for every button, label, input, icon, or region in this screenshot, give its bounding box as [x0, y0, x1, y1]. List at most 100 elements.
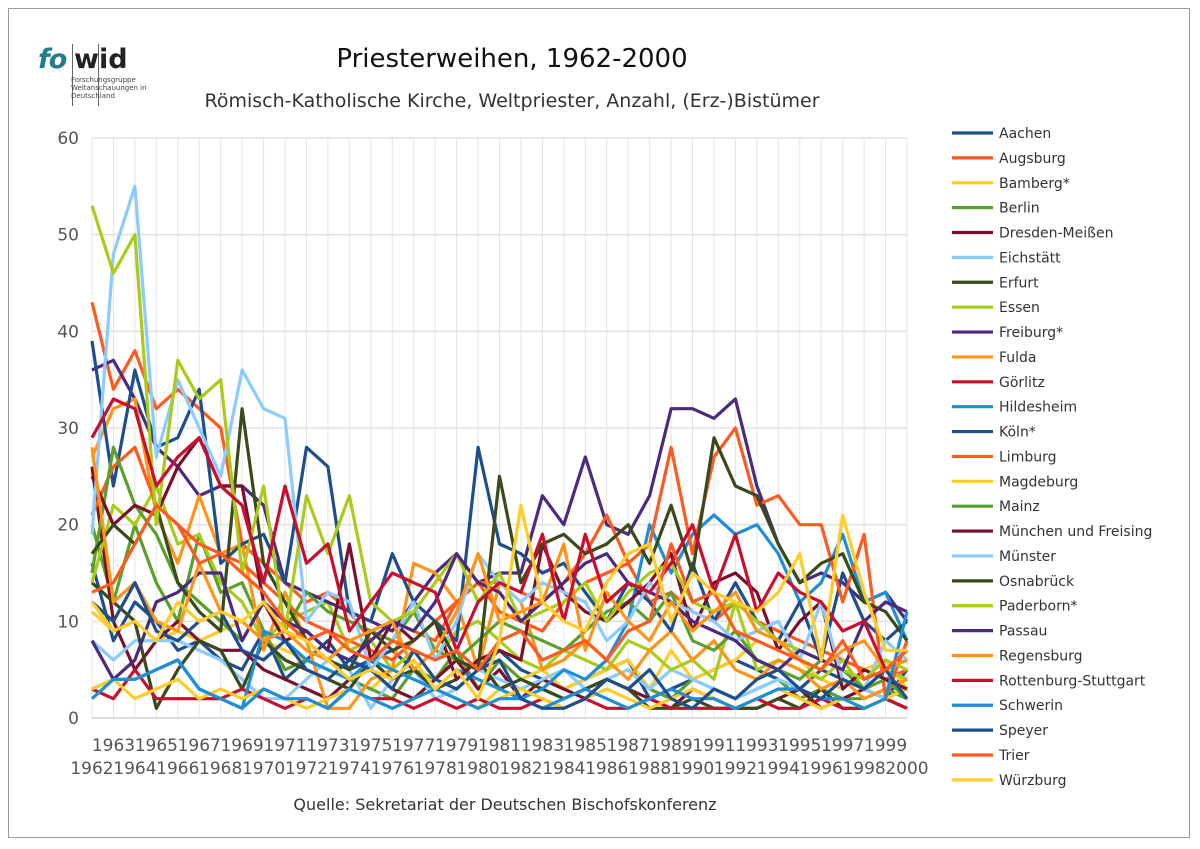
x-tick-label: 1997 — [821, 736, 864, 756]
legend-label: Freiburg* — [999, 325, 1063, 341]
y-tick-label: 40 — [57, 322, 79, 342]
x-tick-label: 1967 — [178, 736, 221, 756]
legend-label: Trier — [998, 748, 1030, 764]
y-tick-label: 50 — [57, 226, 79, 246]
series-lines — [90, 184, 909, 710]
chart-frame — [8, 8, 1190, 838]
chart-title: Priesterweihen, 1962-2000 — [336, 44, 688, 74]
legend-label: Magdeburg — [999, 474, 1078, 490]
legend-label: Berlin — [999, 201, 1040, 217]
legend-label: Bamberg* — [999, 176, 1070, 192]
x-tick-label: 1990 — [671, 759, 714, 779]
x-tick-label: 1992 — [714, 759, 757, 779]
x-tick-label: 1988 — [628, 759, 671, 779]
legend-label: Augsburg — [999, 151, 1066, 167]
x-tick-label: 1985 — [564, 736, 607, 756]
x-tick-label: 1966 — [156, 759, 199, 779]
series-line-paderborn- — [90, 205, 908, 681]
series-line-speyer — [90, 581, 909, 710]
legend-label: Osnabrück — [999, 574, 1075, 590]
x-tick-label: 1982 — [499, 759, 542, 779]
logo-divider — [98, 44, 99, 106]
legend-label: Essen — [999, 300, 1040, 316]
series-line-m-nchen-und-freising — [90, 436, 908, 691]
legend-label: Passau — [999, 624, 1047, 640]
x-tick-label: 1991 — [692, 736, 735, 756]
x-tick-label: 1965 — [135, 736, 178, 756]
legend-item: Speyer — [952, 723, 1048, 739]
y-tick-label: 10 — [57, 612, 79, 632]
legend-label: Aachen — [999, 126, 1051, 142]
x-tick-label: 1994 — [757, 759, 800, 779]
x-tick-label: 1969 — [220, 736, 263, 756]
x-tick-label: 1986 — [585, 759, 628, 779]
legend-label: Schwerin — [999, 698, 1063, 714]
source-note: Quelle: Sekretariat der Deutschen Bischo… — [293, 795, 717, 814]
x-tick-label: 1973 — [306, 736, 349, 756]
legend-item: Fulda — [952, 350, 1037, 366]
legend-label: Fulda — [999, 350, 1037, 366]
series-line-passau — [90, 552, 908, 681]
x-tick-label: 1971 — [263, 736, 306, 756]
x-tick-label: 1989 — [649, 736, 692, 756]
legend-item: Berlin — [952, 201, 1040, 217]
legend-item: Eichstätt — [952, 250, 1061, 266]
legend-item: Würzburg — [952, 773, 1066, 789]
logo-divider — [72, 44, 73, 106]
legend-item: Limburg — [952, 449, 1056, 465]
y-tick-label: 30 — [57, 419, 79, 439]
legend-label: Paderborn* — [999, 599, 1077, 615]
legend-item: Mainz — [952, 499, 1040, 515]
legend-label: Köln* — [999, 425, 1036, 441]
legend-item: Augsburg — [952, 151, 1066, 167]
x-tick-label: 1999 — [864, 736, 907, 756]
x-tick-label: 1970 — [242, 759, 285, 779]
legend-item: Regensburg — [952, 648, 1083, 664]
legend-label: Speyer — [999, 723, 1048, 739]
logo-brand-b: wid — [74, 44, 128, 75]
x-tick-label: 1976 — [371, 759, 414, 779]
y-tick-label: 20 — [57, 516, 79, 536]
legend-item: Osnabrück — [952, 574, 1075, 590]
legend-label: Limburg — [999, 449, 1056, 465]
legend-item: Hildesheim — [952, 400, 1077, 416]
legend-label: Eichstätt — [999, 250, 1061, 266]
legend-label: München und Freising — [999, 524, 1152, 540]
logo-tagline: Forschungsgruppe Weltanschauungen in Deu… — [71, 76, 147, 100]
x-axis: 1962 1963 1964 1965 1966 1967 1968 1969 1970 1971… — [70, 736, 928, 779]
legend-label: Regensburg — [999, 648, 1083, 664]
legend-item: Magdeburg — [952, 474, 1078, 490]
legend-item: Paderborn* — [952, 599, 1077, 615]
legend-item: Freiburg* — [952, 325, 1063, 341]
legend-item: Passau — [952, 624, 1047, 640]
legend-label: Erfurt — [999, 275, 1039, 291]
series-line-rottenburg-stuttgart — [90, 397, 909, 672]
x-tick-label: 1974 — [328, 759, 371, 779]
x-tick-label: 1984 — [542, 759, 585, 779]
x-tick-label: 1979 — [435, 736, 478, 756]
x-tick-label: 1977 — [392, 736, 435, 756]
x-tick-label: 1981 — [478, 736, 521, 756]
legend-item: Köln* — [952, 425, 1036, 441]
x-tick-label: 1964 — [113, 759, 156, 779]
x-tick-label: 1975 — [349, 736, 392, 756]
legend-item: Münster — [952, 549, 1056, 565]
legend-label: Görlitz — [999, 375, 1045, 391]
fowid-logo: fo wid Forschungsgruppe Weltanschauungen… — [38, 44, 148, 108]
x-tick-label: 1995 — [778, 736, 821, 756]
legend: Aachen Augsburg Bamberg* Berlin Dresden-Meiß… — [952, 126, 1152, 789]
legend-label: Würzburg — [999, 773, 1066, 789]
legend-item: Aachen — [952, 126, 1051, 142]
x-tick-label: 1993 — [735, 736, 778, 756]
legend-label: Dresden-Meißen — [999, 226, 1113, 242]
legend-item: Schwerin — [952, 698, 1063, 714]
legend-item: Essen — [952, 300, 1040, 316]
series-line-osnabr-ck — [90, 407, 909, 672]
x-tick-label: 1963 — [92, 736, 135, 756]
y-axis: 0 10 20 30 40 50 60 — [57, 129, 79, 729]
x-tick-label: 1978 — [414, 759, 457, 779]
legend-label: Mainz — [999, 499, 1040, 515]
legend-item: Dresden-Meißen — [952, 226, 1113, 242]
legend-label: Münster — [999, 549, 1056, 565]
